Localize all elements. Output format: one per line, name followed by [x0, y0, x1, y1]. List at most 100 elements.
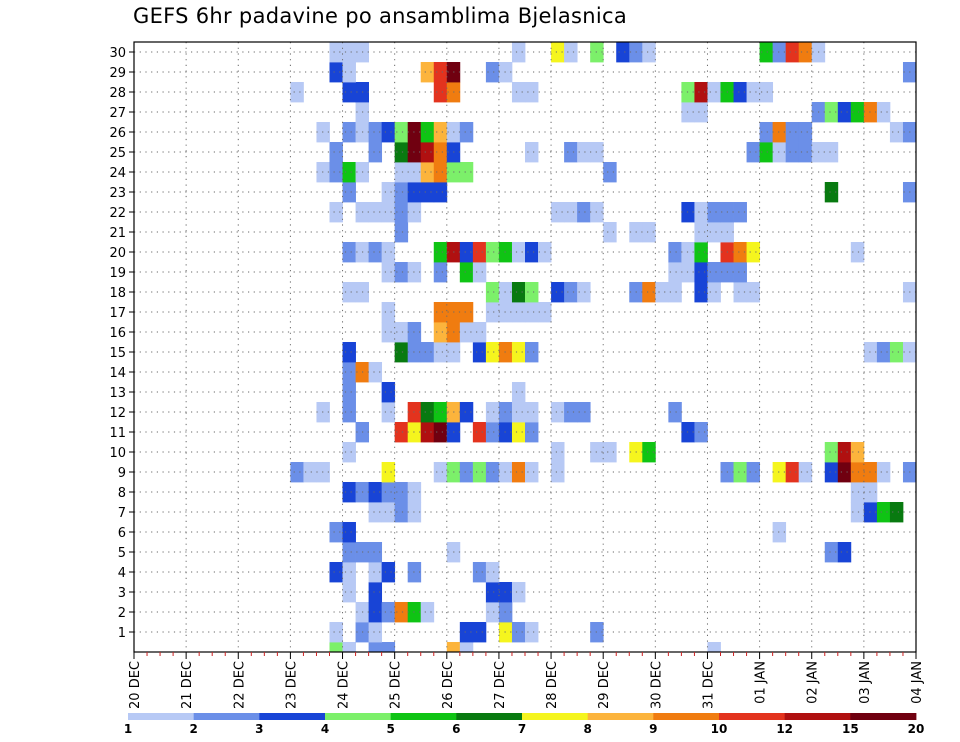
- heatmap-cell-m23-t53: [824, 182, 839, 203]
- heatmap-cell-m5-t53: [824, 542, 839, 563]
- heatmap-cell-m19-t19: [381, 262, 396, 283]
- legend-swatch-1: [193, 713, 260, 720]
- heatmap-cell-m9-t32: [551, 462, 565, 483]
- heatmap-cell-m26-t20: [394, 122, 409, 143]
- heatmap-cell-m8-t16: [342, 482, 356, 503]
- y-tick-label-23: 23: [109, 186, 126, 201]
- heatmap-cell-m4-t15: [329, 562, 343, 583]
- heatmap-cell-m29-t23: [433, 62, 448, 83]
- heatmap-cell-m5-t18: [368, 542, 383, 563]
- heatmap-cell-m23-t23: [433, 182, 448, 203]
- legend-label-2: 3: [255, 722, 263, 736]
- x-tick-label-5: 25 DEC: [389, 661, 404, 709]
- heatmap-cell-m20-t19: [381, 242, 396, 263]
- heatmap-cell-m11-t30: [525, 422, 539, 443]
- heatmap-cell-m28-t46: [733, 82, 747, 103]
- legend-swatch-11: [850, 713, 917, 720]
- heatmap-cell-m22-t20: [394, 202, 409, 223]
- heatmap-cell-m22-t44: [707, 202, 721, 223]
- heatmap-cell-m7-t20: [394, 502, 409, 523]
- heatmap-cell-m16-t23: [433, 322, 448, 343]
- heatmap-cell-m0-t44: [707, 642, 721, 653]
- heatmap-cell-m25-t22: [420, 142, 435, 163]
- y-tick-label-19: 19: [109, 266, 126, 281]
- heatmap-cell-m29-t22: [420, 62, 435, 83]
- heatmap-cell-m0-t25: [459, 642, 474, 653]
- heatmap-cell-m24-t22: [420, 162, 435, 183]
- heatmap-cell-m11-t42: [681, 422, 695, 443]
- legend-label-8: 9: [649, 722, 657, 736]
- heatmap-cell-m10-t39: [642, 442, 656, 463]
- heatmap-cell-m9-t30: [525, 462, 539, 483]
- legend-label-0: 1: [124, 722, 132, 736]
- y-tick-label-6: 6: [118, 526, 126, 541]
- heatmap-cell-m10-t32: [551, 442, 565, 463]
- heatmap-cell-m11-t22: [420, 422, 435, 443]
- x-tick-label-10: 30 DEC: [649, 661, 664, 709]
- heatmap-cell-m23-t19: [381, 182, 396, 203]
- heatmap-cell-m23-t20: [394, 182, 409, 203]
- heatmap-cell-m27-t42: [681, 102, 695, 123]
- heatmap-cell-m19-t42: [681, 262, 695, 283]
- x-tick-label-8: 28 DEC: [545, 661, 560, 709]
- heatmap-cell-m21-t20: [394, 222, 409, 243]
- heatmap-cell-m24-t36: [603, 162, 617, 183]
- x-tick-label-3: 23 DEC: [284, 661, 299, 709]
- heatmap-cell-m26-t51: [798, 122, 813, 143]
- legend-swatch-4: [390, 713, 457, 720]
- heatmap-cell-m4-t18: [368, 562, 383, 583]
- heatmap-cell-m11-t23: [433, 422, 448, 443]
- heatmap-cell-m18-t30: [525, 282, 539, 303]
- heatmap-cell-m16-t20: [394, 322, 409, 343]
- heatmap-cell-m18-t29: [511, 282, 526, 303]
- legend-swatch-0: [128, 713, 195, 720]
- heatmap-cell-m5-t54: [837, 542, 852, 563]
- heatmap-cell-m9-t55: [850, 462, 865, 483]
- heatmap-cell-m9-t19: [381, 462, 396, 483]
- heatmap-cell-m22-t15: [329, 202, 343, 223]
- heatmap-cell-m7-t18: [368, 502, 383, 523]
- heatmap-cell-m26-t58: [889, 122, 904, 143]
- heatmap-cell-m27-t56: [863, 102, 878, 123]
- x-tick-label-11: 31 DEC: [701, 661, 716, 709]
- heatmap-cell-m26-t18: [368, 122, 383, 143]
- heatmap-cell-m16-t26: [472, 322, 487, 343]
- heatmap-cell-m25-t47: [746, 142, 760, 163]
- heatmap-cell-m12-t25: [459, 402, 474, 423]
- heatmap-cell-m25-t23: [433, 142, 448, 163]
- heatmap-cell-m25-t48: [759, 142, 774, 163]
- heatmap-cell-m25-t51: [798, 142, 813, 163]
- heatmap-cell-m0-t19: [381, 642, 396, 653]
- heatmap-cell-m28-t48: [759, 82, 774, 103]
- heatmap-cell-m17-t27: [485, 302, 500, 323]
- heatmap-cell-m11-t26: [472, 422, 487, 443]
- legend-swatch-3: [325, 713, 392, 720]
- legend-label-7: 8: [583, 722, 591, 736]
- heatmap-cell-m9-t27: [485, 462, 500, 483]
- heatmap-cell-m18-t47: [746, 282, 760, 303]
- heatmap-cell-m22-t46: [733, 202, 747, 223]
- heatmap-cell-m3-t16: [342, 582, 356, 603]
- x-tick-label-4: 24 DEC: [337, 661, 352, 709]
- y-tick-label-10: 10: [109, 446, 126, 461]
- heatmap-cell-m12-t19: [381, 402, 396, 423]
- heatmap-cell-m25-t18: [368, 142, 383, 163]
- heatmap-cell-m15-t29: [511, 342, 526, 363]
- heatmap-cell-m19-t20: [394, 262, 409, 283]
- x-tick-label-15: 04 JAN: [910, 661, 925, 704]
- heatmap-cell-m9-t23: [433, 462, 448, 483]
- heatmap-cell-m7-t19: [381, 502, 396, 523]
- legend-label-1: 2: [189, 722, 197, 736]
- heatmap-cell-m20-t55: [850, 242, 865, 263]
- heatmap-cell-m16-t25: [459, 322, 474, 343]
- y-tick-label-2: 2: [118, 606, 126, 621]
- heatmap-cell-m11-t20: [394, 422, 409, 443]
- heatmap-cell-m25-t49: [772, 142, 787, 163]
- chart-title: GEFS 6hr padavine po ansamblima Bjelasni…: [133, 4, 628, 28]
- heatmap-cell-m18-t16: [342, 282, 356, 303]
- y-tick-label-21: 21: [109, 226, 126, 241]
- heatmap-cell-m11-t27: [485, 422, 500, 443]
- heatmap-cell-m9-t29: [511, 462, 526, 483]
- heatmap-cell-m1-t26: [472, 622, 487, 643]
